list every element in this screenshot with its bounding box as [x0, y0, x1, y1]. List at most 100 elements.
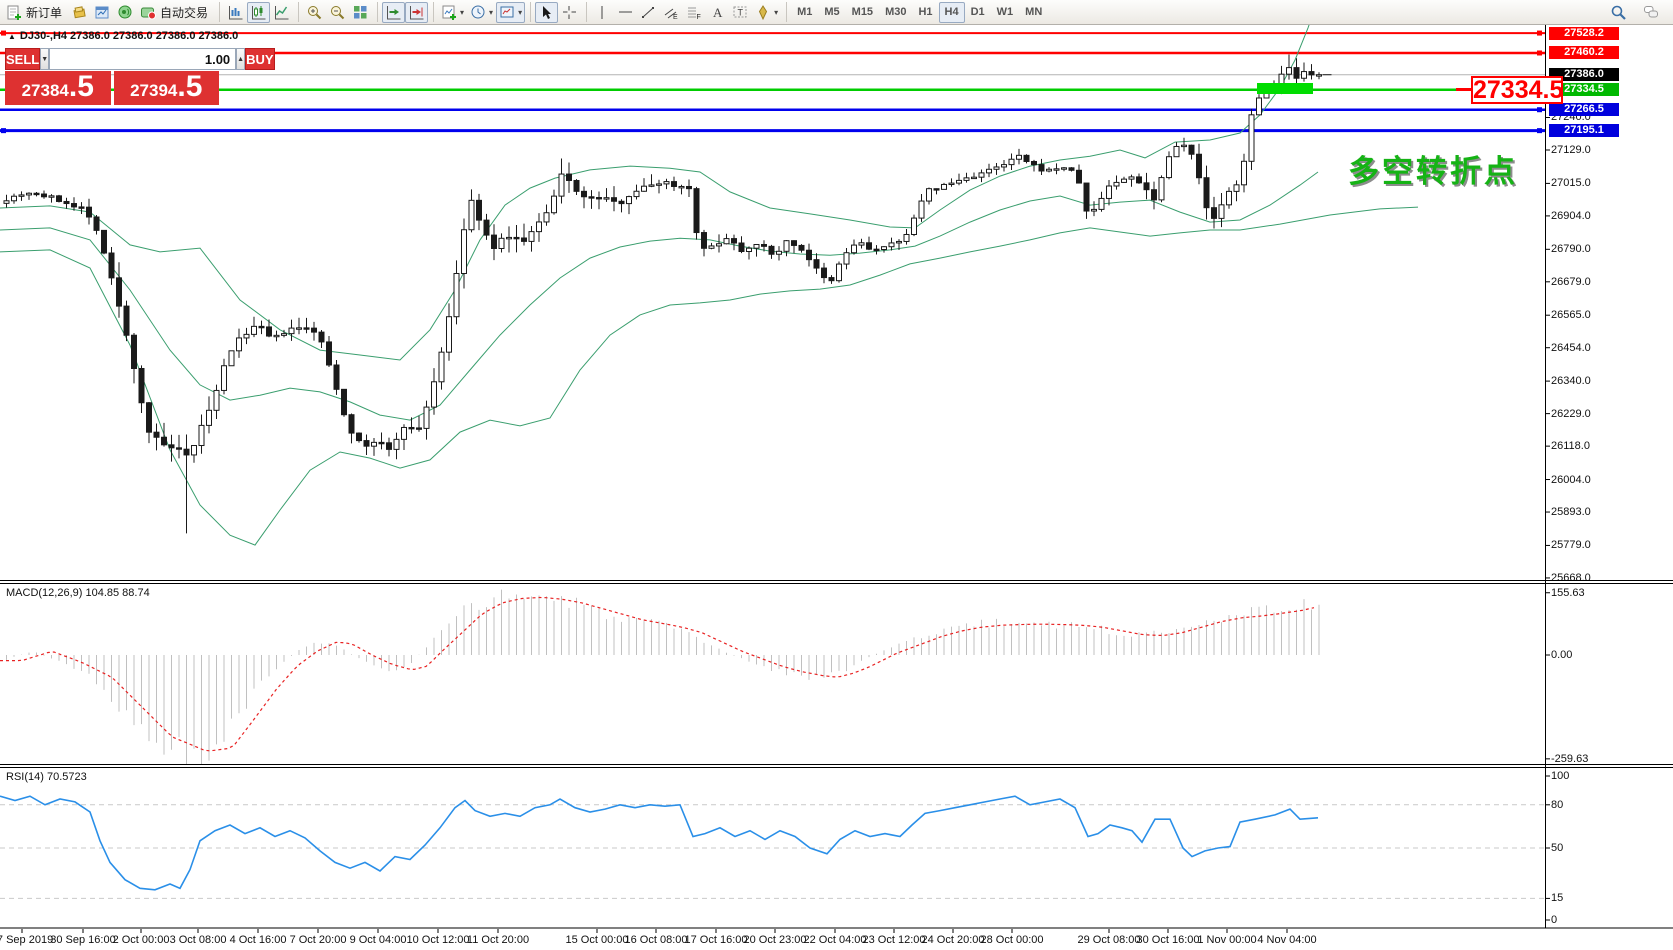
- time-axis-label: 9 Oct 04:00: [349, 934, 407, 946]
- text-icon: A: [709, 4, 726, 21]
- macd-histogram: [6, 589, 1320, 764]
- text-label-button[interactable]: T: [729, 2, 752, 23]
- templates-button[interactable]: ▾: [496, 1, 526, 23]
- toolbar-separator: [293, 2, 300, 22]
- one-click-trade-panel: SELL ▼ ▲ BUY 27384.5 27394.5: [5, 48, 275, 105]
- tf-m30-button[interactable]: M30: [879, 2, 912, 23]
- time-axis-label: 4 Nov 04:00: [1257, 934, 1317, 946]
- time-axis-label: 15 Oct 00:00: [565, 934, 629, 946]
- line-chart-mode-button[interactable]: [270, 2, 293, 23]
- timeframe-label: M5: [824, 6, 840, 18]
- price-axis-label: 26790.0: [1551, 243, 1591, 256]
- timeframe-label: M15: [851, 6, 874, 18]
- channel-icon: E: [663, 4, 680, 21]
- linechart-icon: [273, 4, 290, 21]
- timeframe-label: W1: [996, 6, 1014, 18]
- line-handles: [1, 30, 1542, 134]
- price-level-badge[interactable]: 27266.5: [1549, 103, 1619, 117]
- cursor-button[interactable]: [535, 1, 559, 23]
- toolbar-separator: [428, 2, 435, 22]
- auto-trading-label: 自动交易: [160, 5, 209, 20]
- tf-h1-button[interactable]: H1: [912, 2, 938, 23]
- vertical-line-button[interactable]: [591, 2, 614, 23]
- market-watch-button[interactable]: [91, 2, 114, 23]
- fibonacci-button[interactable]: F: [683, 2, 706, 23]
- arrows-button[interactable]: ▾: [752, 2, 781, 23]
- zoom-out-button[interactable]: [326, 2, 349, 23]
- price-axis-label: 26229.0: [1551, 407, 1591, 420]
- buy-button[interactable]: BUY: [245, 48, 275, 70]
- toolbar: 新订单 自动交易 ▾ ▾ ▾ E F A T ▾ M1 M5 M15 M30 H1 H4 D1 W1 MN: [0, 0, 1673, 25]
- candlestick-mode-button[interactable]: [247, 1, 271, 23]
- price-level-badge[interactable]: 27528.2: [1549, 26, 1619, 40]
- price-level-badge[interactable]: 27195.1: [1549, 124, 1619, 138]
- price-axis-label: 26454.0: [1551, 341, 1591, 354]
- chart-shift-button[interactable]: [405, 1, 429, 23]
- sell-price-main: 27384: [21, 81, 69, 100]
- template-icon: [499, 4, 516, 21]
- time-axis-label: 2 Oct 00:00: [112, 934, 170, 946]
- dropdown-arrow-icon[interactable]: ▾: [518, 7, 523, 17]
- tf-d1-button[interactable]: D1: [965, 2, 991, 23]
- dropdown-arrow-icon[interactable]: ▾: [774, 7, 779, 17]
- bar-chart-mode-button[interactable]: [224, 2, 247, 23]
- equidistant-channel-button[interactable]: E: [660, 2, 683, 23]
- volume-increase-button[interactable]: ▲: [236, 48, 246, 70]
- chart-annotation-text[interactable]: 多空转折点: [1348, 154, 1518, 189]
- toolbar-separator: [581, 2, 588, 22]
- sell-price-fraction: .5: [68, 70, 94, 103]
- volume-input[interactable]: [49, 48, 237, 70]
- buy-price-main: 27394: [130, 81, 178, 100]
- sell-price-button[interactable]: 27384.5: [5, 71, 111, 105]
- auto-trading-button[interactable]: 自动交易: [137, 2, 214, 23]
- news-sound-button[interactable]: [114, 2, 137, 23]
- periods-button[interactable]: ▾: [467, 2, 496, 23]
- tf-m1-button[interactable]: M1: [791, 2, 818, 23]
- macd-axis-label: -259.63: [1551, 752, 1589, 765]
- timeframe-label: MN: [1025, 6, 1043, 18]
- tf-m15-button[interactable]: M15: [846, 2, 879, 23]
- price-level-tag[interactable]: 27334.5: [1471, 76, 1564, 104]
- price-level-badge[interactable]: 27334.5: [1549, 83, 1619, 97]
- dropdown-arrow-icon[interactable]: ▾: [489, 7, 494, 17]
- time-axis-label: 7 Oct 20:00: [289, 934, 347, 946]
- search-button[interactable]: [1607, 2, 1630, 23]
- fibo-icon: F: [686, 4, 703, 21]
- chart-title: ▲ DJ30-,H4 27386.0 27386.0 27386.0 27386.…: [8, 30, 238, 42]
- auto-scroll-button[interactable]: [382, 1, 406, 23]
- indicators-button[interactable]: ▾: [438, 2, 467, 23]
- tf-mn-button[interactable]: MN: [1019, 2, 1048, 23]
- zoom-in-button[interactable]: [303, 2, 326, 23]
- sell-button[interactable]: SELL: [5, 48, 41, 70]
- symbol-triangle-icon: ▲: [8, 32, 16, 41]
- price-axis-label: 26679.0: [1551, 275, 1591, 288]
- dropdown-arrow-icon[interactable]: ▾: [460, 7, 465, 17]
- candlesticks: [3, 54, 1322, 534]
- arrows-icon: [755, 4, 772, 21]
- sound-icon: [117, 4, 134, 21]
- crosshair-button[interactable]: [558, 2, 581, 23]
- buy-price-button[interactable]: 27394.5: [113, 71, 219, 105]
- text-button[interactable]: A: [706, 2, 729, 23]
- new-order-button[interactable]: 新订单: [3, 2, 68, 23]
- tf-m5-button[interactable]: M5: [818, 2, 845, 23]
- trend-line-button[interactable]: [637, 2, 660, 23]
- horizontal-line-button[interactable]: [614, 2, 637, 23]
- styler-button[interactable]: [68, 2, 91, 23]
- label-icon: T: [732, 4, 749, 21]
- price-level-badge[interactable]: 27386.0: [1549, 68, 1619, 82]
- tf-w1-button[interactable]: W1: [991, 2, 1020, 23]
- toolbar-separator: [781, 2, 788, 22]
- cursor-icon: [538, 4, 555, 21]
- shift-icon: [408, 4, 425, 21]
- time-axis-label: 11 Oct 20:00: [466, 934, 530, 946]
- price-level-badge[interactable]: 27460.2: [1549, 46, 1619, 60]
- tf-h4-button[interactable]: H4: [938, 1, 965, 23]
- chat-button[interactable]: [1640, 2, 1663, 23]
- volume-decrease-button[interactable]: ▼: [40, 48, 50, 70]
- macd-indicator-label: MACD(12,26,9) 104.85 88.74: [6, 587, 150, 599]
- tile-windows-button[interactable]: [349, 2, 372, 23]
- toolbar-right: [1607, 2, 1673, 23]
- hline-icon: [617, 4, 634, 21]
